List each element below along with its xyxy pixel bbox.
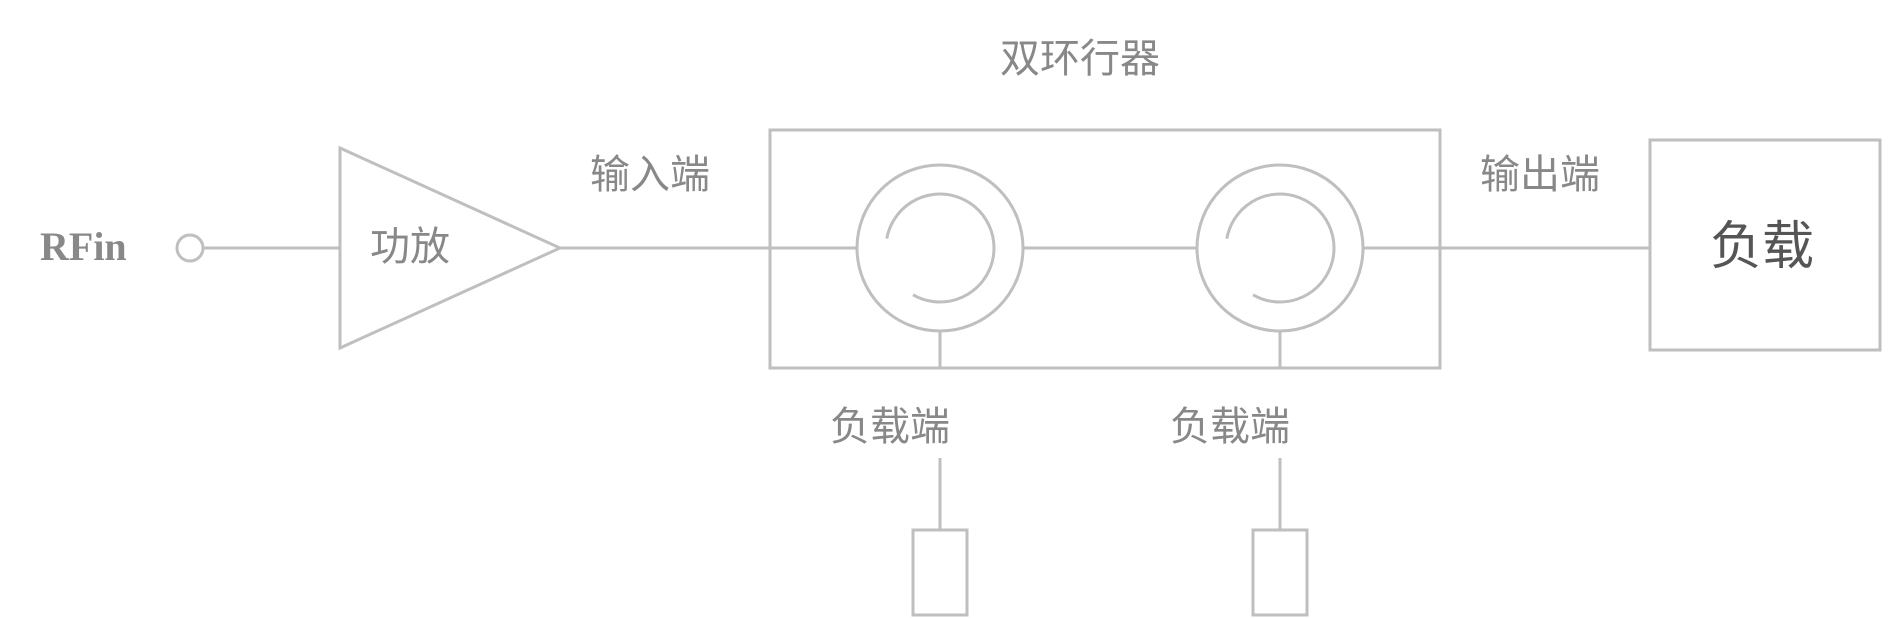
circulator-2-icon bbox=[1197, 165, 1363, 331]
circulator-1-icon bbox=[857, 165, 1023, 331]
load-port-1-label: 负载端 bbox=[830, 404, 950, 449]
input-port-label: 输入端 bbox=[590, 152, 710, 197]
circulator-2-arrow bbox=[1227, 194, 1334, 302]
terminator-2 bbox=[1253, 530, 1307, 615]
terminator-1 bbox=[913, 530, 967, 615]
rfin-label: RFin bbox=[40, 224, 127, 269]
rfin-port-icon bbox=[177, 235, 203, 261]
dual-circulator-title: 双环行器 bbox=[1000, 36, 1160, 81]
amplifier-label: 功放 bbox=[370, 224, 450, 269]
load-label: 负载 bbox=[1710, 219, 1814, 276]
load-port-2-label: 负载端 bbox=[1170, 404, 1290, 449]
circulator-1-arrow bbox=[887, 194, 994, 302]
output-port-label: 输出端 bbox=[1480, 152, 1600, 197]
